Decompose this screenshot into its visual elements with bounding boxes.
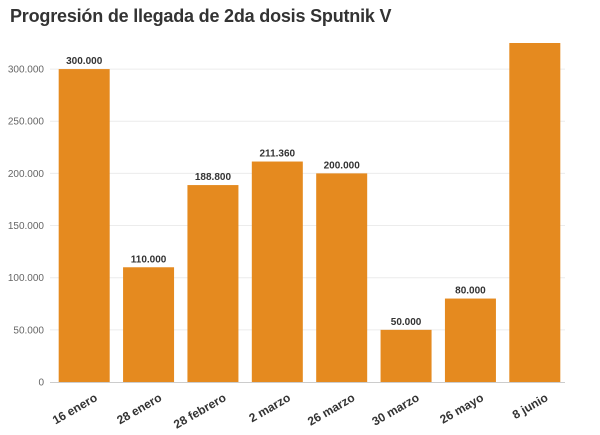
x-category-label: 30 marzo xyxy=(370,390,422,428)
bar xyxy=(509,43,561,382)
data-label: 300.000 xyxy=(66,56,103,67)
bar xyxy=(316,173,368,382)
x-category-label: 16 enero xyxy=(50,390,100,427)
bar xyxy=(58,69,110,383)
bar xyxy=(380,329,432,382)
y-tick-label: 200.000 xyxy=(8,169,45,180)
y-tick-label: 50.000 xyxy=(13,325,44,336)
y-tick-label: 0 xyxy=(38,378,44,389)
x-category-label: 2 marzo xyxy=(247,390,293,425)
bar xyxy=(444,298,496,382)
y-tick-label: 250.000 xyxy=(8,117,45,128)
bars xyxy=(58,43,561,383)
data-labels: 300.000 110.000 188.800 211.360 200.000 50.00… xyxy=(66,56,486,328)
y-tick-label: 300.000 xyxy=(8,65,45,76)
x-category-label: 8 junio xyxy=(510,390,550,421)
data-label: 50.000 xyxy=(391,317,422,328)
x-category-label: 28 febrero xyxy=(171,390,228,431)
y-tick-label: 150.000 xyxy=(8,221,45,232)
x-axis-categories: 16 enero 28 enero 28 febrero 2 marzo 26 marz… xyxy=(50,390,550,431)
x-category-label: 28 enero xyxy=(114,390,164,427)
bar xyxy=(123,267,175,382)
x-category-label: 26 mayo xyxy=(437,390,486,426)
data-label: 110.000 xyxy=(131,254,167,265)
data-label: 211.360 xyxy=(260,149,296,160)
bar xyxy=(187,185,239,382)
bar xyxy=(251,161,303,382)
data-label: 188.800 xyxy=(195,172,232,183)
y-axis-ticks: 0 50.000 100.000 150.000 200.000 250.000 300.0… xyxy=(8,65,45,389)
y-tick-label: 100.000 xyxy=(8,273,45,284)
data-label: 200.000 xyxy=(324,160,361,171)
data-label: 80.000 xyxy=(455,286,486,297)
chart-title: Progresión de llegada de 2da dosis Sputn… xyxy=(10,6,392,26)
x-category-label: 26 marzo xyxy=(305,390,357,428)
